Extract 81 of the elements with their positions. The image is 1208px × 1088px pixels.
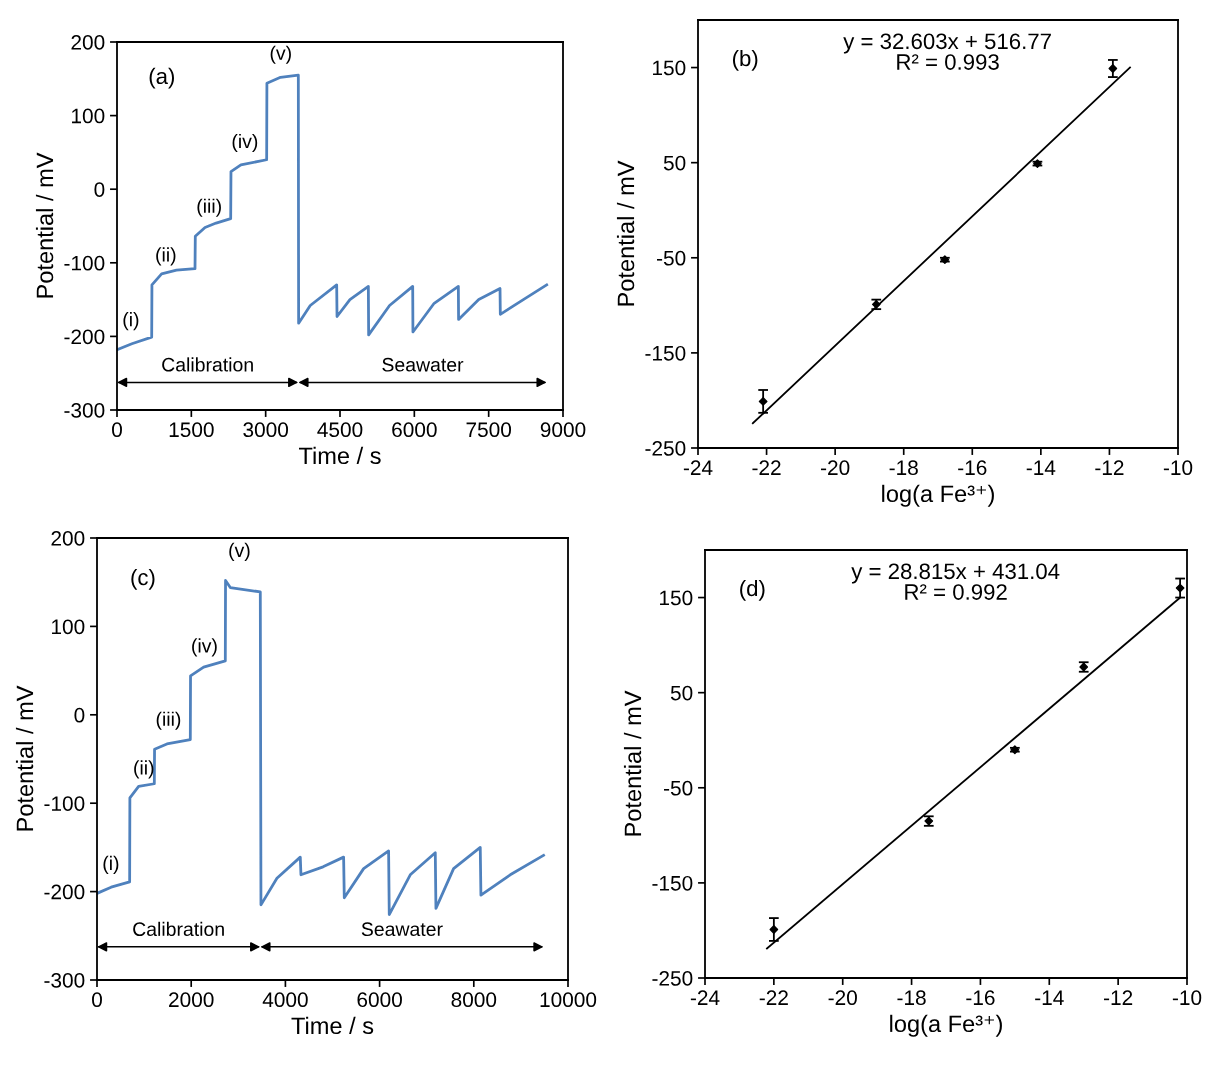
annotation: (ii)	[156, 247, 176, 266]
x-tick-label: -22	[759, 990, 788, 1005]
annotation: (b)	[732, 49, 758, 71]
x-tick-label: -20	[828, 990, 857, 1006]
x-tick-label: 2000	[169, 992, 214, 1008]
point	[1175, 583, 1185, 593]
annotation: y = 32.603x + 516.77 R² = 0.993	[843, 33, 1051, 70]
x-axis-title: log(a Fe³⁺)	[882, 484, 994, 507]
annotation: y = 28.815x + 431.04 R² = 0.992	[851, 563, 1060, 600]
y-tick-label: -300	[44, 973, 85, 988]
x-tick-label: -14	[1035, 990, 1064, 1005]
annotation: (i)	[123, 312, 139, 331]
x-tick-label: 6000	[392, 422, 437, 438]
point	[769, 925, 779, 934]
x-tick-label: -22	[752, 460, 781, 475]
x-tick-label: 4000	[262, 992, 308, 1008]
x-tick-label: 9000	[540, 422, 586, 438]
point	[1108, 64, 1118, 73]
y-tick-label: -50	[664, 780, 693, 796]
annotation: Calibration	[162, 357, 253, 372]
x-axis-title: Time / s	[299, 446, 381, 465]
y-tick-label: -250	[652, 971, 693, 986]
y-axis-title: Potential / mV	[623, 690, 642, 836]
annotation: (a)	[149, 67, 174, 89]
y-axis-title: Potential / mV	[35, 152, 54, 298]
x-tick-label: -16	[966, 990, 995, 1006]
y-tick-label: 0	[74, 707, 85, 723]
annotation: (iii)	[156, 711, 181, 730]
x-tick-label: -10	[1172, 990, 1202, 1006]
annotation: (v)	[270, 45, 291, 64]
x-tick-label: -24	[683, 460, 713, 475]
y-tick-label: -150	[652, 875, 693, 891]
annotation: Seawater	[361, 922, 443, 937]
y-tick-label: -250	[645, 441, 686, 456]
x-tick-label: -20	[821, 460, 850, 476]
x-tick-label: -18	[889, 460, 918, 476]
x-tick-label: 0	[112, 422, 122, 438]
x-axis-title: log(a Fe³⁺)	[890, 1014, 1002, 1037]
x-tick-label: -24	[690, 990, 720, 1005]
annotation: (iv)	[232, 133, 258, 153]
x-tick-label: -12	[1095, 460, 1124, 475]
annotation: (c)	[131, 568, 155, 590]
y-tick-label: -100	[44, 796, 85, 811]
y-tick-label: 200	[71, 35, 105, 50]
x-tick-label: -18	[897, 990, 926, 1006]
y-tick-label: -200	[64, 329, 105, 345]
x-tick-label: 7500	[466, 422, 512, 438]
x-tick-label: -14	[1026, 460, 1056, 475]
y-tick-label: 100	[72, 108, 105, 124]
y-tick-label: -300	[64, 403, 105, 418]
annotation: (v)	[229, 542, 250, 561]
annotation: (i)	[103, 855, 119, 874]
annotation: Seawater	[382, 357, 464, 372]
y-tick-label: -200	[44, 884, 85, 900]
point	[758, 397, 768, 406]
x-tick-label: 10000	[540, 992, 597, 1008]
x-tick-label: -12	[1104, 990, 1133, 1005]
annotation: (iv)	[192, 638, 217, 657]
y-tick-label: 150	[653, 60, 686, 76]
y-tick-label: 50	[663, 155, 686, 171]
x-tick-label: 1500	[169, 422, 214, 438]
x-tick-label: 4500	[317, 422, 363, 438]
y-tick-label: 150	[660, 590, 693, 606]
y-axis-title: Potential / mV	[616, 160, 635, 306]
y-tick-label: 200	[51, 531, 85, 546]
x-tick-label: 6000	[357, 992, 402, 1008]
x-tick-label: 8000	[451, 992, 497, 1008]
y-tick-label: -100	[64, 255, 105, 271]
y-tick-label: -150	[645, 345, 686, 361]
annotation: (d)	[740, 579, 765, 601]
y-axis-title: Potential / mV	[15, 685, 34, 831]
annotation: (iii)	[197, 198, 221, 217]
y-tick-label: 100	[52, 619, 85, 635]
y-tick-label: -50	[657, 250, 686, 266]
x-tick-label: -16	[958, 460, 987, 476]
y-tick-label: 0	[94, 182, 105, 197]
annotation: Calibration	[133, 921, 224, 937]
x-axis-title: Time / s	[291, 1016, 374, 1035]
y-tick-label: 50	[670, 685, 693, 701]
x-tick-label: -10	[1163, 460, 1193, 476]
x-tick-label: 3000	[243, 422, 289, 438]
